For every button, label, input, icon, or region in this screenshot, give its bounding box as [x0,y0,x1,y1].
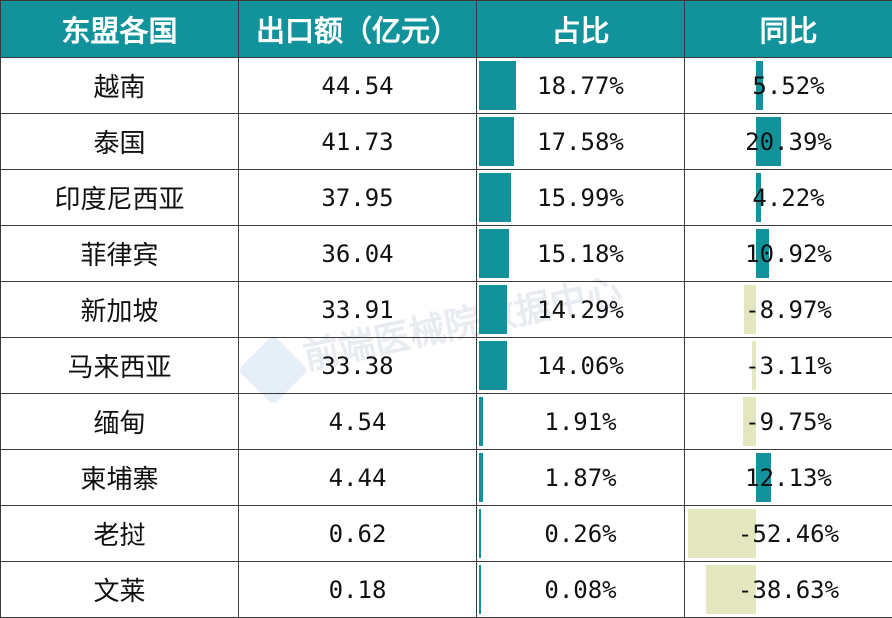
share-bar [479,341,507,390]
yoy-bar [756,173,762,222]
share-cell: 1.87% [476,449,685,506]
export-value-cell: 37.95 [238,169,477,226]
yoy-text: 20.39% [745,127,832,156]
header-country: 东盟各国 [0,0,239,58]
share-cell: 14.06% [476,337,685,394]
yoy-bar [756,229,770,278]
share-bar [479,453,483,502]
yoy-cell: 10.92% [684,225,892,282]
share-cell: 15.18% [476,225,685,282]
yoy-bar [744,285,756,334]
table-row: 印度尼西亚 37.95 15.99% 4.22% [0,169,892,226]
export-value-cell: 44.54 [238,57,477,114]
share-bar [479,509,481,558]
export-value-cell: 36.04 [238,225,477,282]
yoy-text: -52.46% [737,519,840,548]
share-text: 1.87% [544,463,617,492]
share-cell: 14.29% [476,281,685,338]
header-share: 占比 [476,0,685,58]
yoy-cell: 5.52% [684,57,892,114]
share-bar [479,285,508,334]
yoy-text: 5.52% [752,71,825,100]
share-cell: 15.99% [476,169,685,226]
yoy-bar [743,397,756,446]
yoy-bar [756,61,763,110]
table-row: 缅甸 4.54 1.91% -9.75% [0,393,892,450]
share-bar [479,229,509,278]
yoy-cell: -3.11% [684,337,892,394]
share-bar [479,397,483,446]
share-text: 14.29% [537,295,624,324]
share-text: 15.99% [537,183,624,212]
share-text: 1.91% [544,407,617,436]
yoy-text: -9.75% [745,407,832,436]
yoy-bar [756,453,771,502]
country-cell: 老挝 [0,505,239,562]
country-cell: 越南 [0,57,239,114]
share-text: 17.58% [537,127,624,156]
share-text: 0.26% [544,519,617,548]
yoy-bar [705,565,756,614]
share-bar [479,61,516,110]
country-cell: 缅甸 [0,393,239,450]
yoy-text: 4.22% [752,183,825,212]
export-value-cell: 41.73 [238,113,477,170]
table-row: 老挝 0.62 0.26% -52.46% [0,505,892,562]
country-cell: 泰国 [0,113,239,170]
header-row: 东盟各国 出口额（亿元） 占比 同比 [0,0,892,58]
share-bar [479,117,514,166]
share-cell: 0.26% [476,505,685,562]
country-cell: 印度尼西亚 [0,169,239,226]
share-bar [479,565,481,614]
export-value-cell: 33.91 [238,281,477,338]
share-cell: 18.77% [476,57,685,114]
yoy-cell: 4.22% [684,169,892,226]
yoy-text: -38.63% [737,575,840,604]
share-text: 15.18% [537,239,624,268]
table-row: 越南 44.54 18.77% 5.52% [0,57,892,114]
header-yoy: 同比 [684,0,892,58]
yoy-bar [688,509,756,558]
yoy-cell: -38.63% [684,561,892,618]
yoy-cell: 20.39% [684,113,892,170]
yoy-bar [756,117,781,166]
table-row: 新加坡 33.91 14.29% -8.97% [0,281,892,338]
yoy-cell: -8.97% [684,281,892,338]
share-bar [479,173,511,222]
table-row: 文莱 0.18 0.08% -38.63% [0,561,892,618]
yoy-text: -8.97% [745,295,832,324]
country-cell: 马来西亚 [0,337,239,394]
country-cell: 文莱 [0,561,239,618]
share-text: 0.08% [544,575,617,604]
share-text: 18.77% [537,71,624,100]
country-cell: 新加坡 [0,281,239,338]
yoy-cell: -52.46% [684,505,892,562]
header-export: 出口额（亿元） [238,0,477,58]
share-text: 14.06% [537,351,624,380]
yoy-cell: -9.75% [684,393,892,450]
yoy-cell: 12.13% [684,449,892,506]
yoy-bar [752,341,756,390]
table-row: 菲律宾 36.04 15.18% 10.92% [0,225,892,282]
export-value-cell: 4.54 [238,393,477,450]
table-row: 马来西亚 33.38 14.06% -3.11% [0,337,892,394]
share-cell: 17.58% [476,113,685,170]
table-row: 泰国 41.73 17.58% 20.39% [0,113,892,170]
export-value-cell: 4.44 [238,449,477,506]
yoy-text: 12.13% [745,463,832,492]
table-body: 越南 44.54 18.77% 5.52% 泰国 41.73 17.58% 20.39% 印度尼… [0,57,892,618]
share-cell: 1.91% [476,393,685,450]
share-cell: 0.08% [476,561,685,618]
export-value-cell: 0.62 [238,505,477,562]
export-value-cell: 0.18 [238,561,477,618]
yoy-text: -3.11% [745,351,832,380]
table-row: 柬埔寨 4.44 1.87% 12.13% [0,449,892,506]
export-value-cell: 33.38 [238,337,477,394]
country-cell: 柬埔寨 [0,449,239,506]
yoy-text: 10.92% [745,239,832,268]
country-cell: 菲律宾 [0,225,239,282]
